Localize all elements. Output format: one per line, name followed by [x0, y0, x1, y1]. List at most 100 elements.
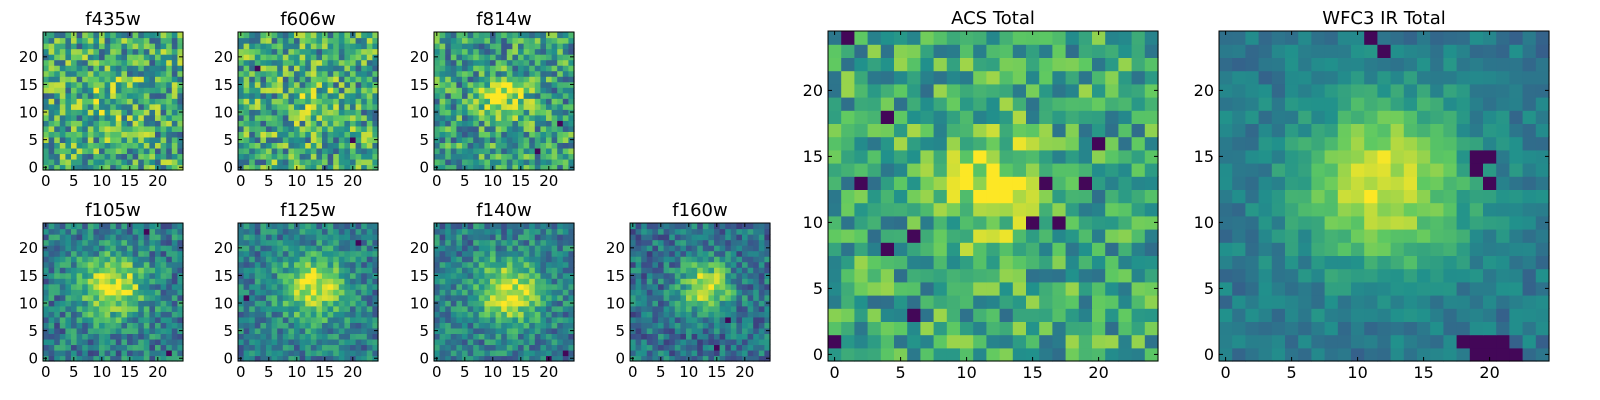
heatmap-cell [166, 147, 173, 155]
heatmap-cell [529, 70, 536, 77]
heatmap-cell [540, 32, 547, 39]
heatmap-cell [143, 333, 150, 340]
heatmap-cell [445, 333, 452, 340]
heatmap-cell [338, 349, 345, 357]
heatmap-cell [282, 283, 289, 290]
heatmap-cell [445, 59, 452, 66]
heatmap-cell [282, 344, 289, 351]
heatmap-cell [271, 250, 278, 257]
heatmap-cell [177, 294, 184, 301]
heatmap-cell [288, 32, 295, 39]
heatmap-cell [344, 136, 351, 143]
heatmap-cell [462, 76, 469, 83]
heatmap-cell [523, 305, 530, 312]
heatmap-cell [288, 338, 295, 346]
heatmap-cell [456, 311, 463, 318]
heatmap-cell [99, 322, 106, 329]
heatmap-cell [730, 322, 737, 329]
heatmap-cell [495, 234, 502, 241]
heatmap-cell [450, 278, 457, 285]
heatmap-cell [260, 109, 267, 116]
heatmap-cell [445, 316, 452, 323]
heatmap-cell [48, 158, 55, 166]
heatmap-cell [238, 349, 245, 357]
heatmap-cell [266, 311, 273, 318]
heatmap-cell [54, 283, 61, 290]
heatmap-cell [99, 98, 106, 105]
heatmap-cell [462, 228, 469, 235]
heatmap-cell [506, 344, 513, 351]
heatmap-cell [355, 32, 362, 39]
heatmap-cell [93, 344, 100, 351]
heatmap-cell [894, 229, 908, 243]
heatmap-cell [501, 153, 508, 160]
heatmap-cell [880, 347, 895, 362]
heatmap-cell [518, 98, 525, 105]
heatmap-cell [82, 125, 89, 132]
heatmap-cell [764, 256, 771, 263]
heatmap-cell [166, 153, 173, 160]
heatmap-cell [725, 300, 732, 307]
heatmap-cell [48, 305, 55, 312]
heatmap-cell [568, 316, 575, 323]
heatmap-cell [327, 250, 334, 257]
heatmap-cell [254, 125, 261, 132]
heatmap-cell [87, 65, 94, 72]
heatmap-cell [484, 158, 491, 166]
heatmap-cell [277, 267, 284, 274]
heatmap-cell [366, 294, 373, 301]
heatmap-cell [562, 153, 569, 160]
heatmap-cell [138, 294, 145, 301]
heatmap-cell [260, 311, 267, 318]
heatmap-cell [254, 32, 261, 39]
heatmap-cell [243, 223, 250, 230]
heatmap-cell [736, 250, 743, 257]
heatmap-cell [76, 142, 83, 149]
heatmap-cell [730, 250, 737, 257]
heatmap-cell [333, 316, 340, 323]
heatmap-cell [76, 37, 83, 44]
heatmap-cell [177, 147, 184, 155]
heatmap-cell [282, 333, 289, 340]
heatmap-cell [305, 283, 312, 290]
heatmap-cell [445, 125, 452, 132]
heatmap-cell [160, 87, 167, 94]
heatmap-cell [266, 142, 273, 149]
heatmap-cell [65, 267, 72, 274]
heatmap-cell [138, 158, 145, 166]
heatmap-cell [562, 278, 569, 285]
heatmap-cell [99, 239, 106, 246]
heatmap-cell [495, 136, 502, 143]
heatmap-cell [708, 234, 715, 241]
heatmap-cell [65, 32, 72, 39]
heatmap-cell [702, 272, 709, 279]
heatmap-cell [546, 322, 553, 329]
y-tick-label: 0 [419, 350, 429, 368]
heatmap-cell [658, 234, 665, 241]
heatmap-cell [355, 327, 362, 334]
heatmap-cell [501, 120, 508, 127]
y-tick-label: 20 [410, 239, 429, 257]
heatmap-cell [557, 32, 564, 39]
heatmap-cell [249, 283, 256, 290]
heatmap-cell [271, 153, 278, 160]
heatmap-cell [316, 142, 323, 149]
heatmap-cell [484, 48, 491, 55]
heatmap-cell [473, 349, 480, 357]
heatmap-cell [138, 76, 145, 83]
heatmap-cell [697, 223, 704, 230]
heatmap-cell [344, 70, 351, 77]
heatmap-cell [327, 223, 334, 230]
heatmap-cell [104, 245, 111, 252]
heatmap-cell [249, 37, 256, 44]
heatmap-cell [484, 76, 491, 83]
heatmap-cell [445, 147, 452, 155]
heatmap-cell [132, 114, 139, 121]
heatmap-cell [82, 239, 89, 246]
heatmap-cell [254, 223, 261, 230]
heatmap-cell [115, 120, 122, 127]
heatmap-cell [299, 54, 306, 61]
heatmap-cell [473, 87, 480, 94]
heatmap-cell [1052, 163, 1067, 177]
heatmap-cell [155, 65, 162, 72]
